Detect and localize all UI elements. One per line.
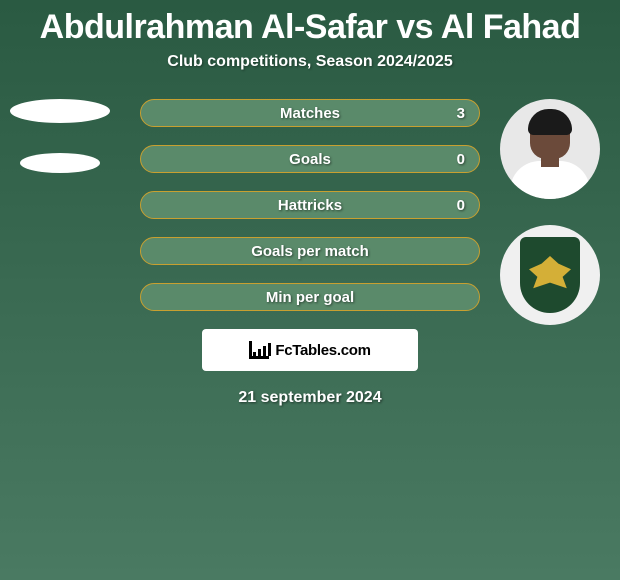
stats-bars: Matches 3 Goals 0 Hattricks 0 Goals per … [140, 99, 480, 311]
stat-label: Min per goal [266, 289, 354, 306]
chart-icon [249, 341, 269, 359]
player1-avatar-placeholder [10, 99, 110, 123]
left-player-avatars [10, 99, 110, 203]
stat-row-hattricks: Hattricks 0 [140, 191, 480, 219]
stat-label: Goals per match [251, 243, 369, 260]
date-label: 21 september 2024 [0, 389, 620, 407]
subtitle: Club competitions, Season 2024/2025 [0, 53, 620, 71]
player1-club-placeholder [20, 153, 100, 173]
stat-value: 0 [457, 197, 465, 214]
stat-value: 0 [457, 151, 465, 168]
page-title: Abdulrahman Al-Safar vs Al Fahad [0, 0, 620, 47]
stat-row-goals: Goals 0 [140, 145, 480, 173]
right-player-avatars [500, 99, 600, 325]
stat-label: Hattricks [278, 197, 342, 214]
logo-text: FcTables.com [275, 342, 370, 359]
stat-label: Goals [289, 151, 331, 168]
stat-label: Matches [280, 105, 340, 122]
stat-row-matches: Matches 3 [140, 99, 480, 127]
player2-club-badge [500, 225, 600, 325]
stat-row-goals-per-match: Goals per match [140, 237, 480, 265]
comparison-content: Matches 3 Goals 0 Hattricks 0 Goals per … [0, 99, 620, 407]
fctables-logo: FcTables.com [202, 329, 418, 371]
stat-value: 3 [457, 105, 465, 122]
stat-row-min-per-goal: Min per goal [140, 283, 480, 311]
player2-avatar [500, 99, 600, 199]
